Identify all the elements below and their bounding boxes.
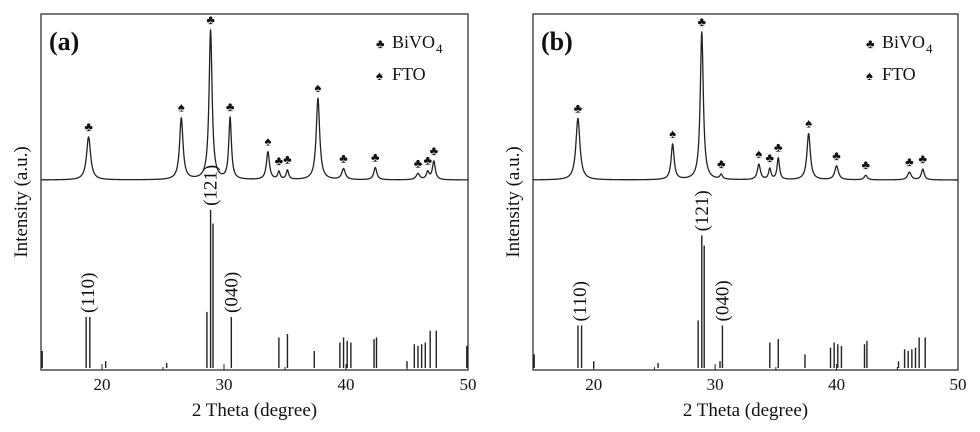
legend-label: BiVO (392, 32, 435, 52)
peak-marker: ♣ (766, 150, 775, 165)
peak-marker: ♣ (430, 143, 439, 158)
x-tick-label: 50 (460, 375, 477, 394)
peak-marker: ♣ (339, 151, 348, 166)
x-tick-label: 40 (828, 375, 845, 394)
peak-marker: ♠ (178, 100, 185, 115)
measured-trace (532, 31, 959, 181)
x-tick-label: 30 (707, 375, 724, 394)
x-axis-label: 2 Theta (degree) (192, 400, 317, 421)
peak-marker: ♣ (861, 157, 870, 172)
x-tick-label: 40 (338, 375, 355, 394)
hkl-label: (110) (78, 273, 99, 313)
hkl-label: (121) (692, 190, 713, 231)
peak-marker: ♣ (423, 153, 432, 168)
panel-b: 20 30 40 50 2 Theta (degree) Intensity (a.u.)… (503, 13, 967, 421)
measured-trace (40, 29, 469, 181)
peak-marker: ♣ (832, 148, 841, 163)
peak-marker: ♣ (717, 156, 726, 171)
peak-marker: ♠ (314, 80, 321, 95)
peak-marker: ♠ (755, 146, 762, 161)
peak-marker: ♣ (371, 149, 380, 164)
peak-marker: ♣ (84, 119, 93, 134)
legend-label: FTO (392, 64, 426, 84)
peak-marker: ♣ (905, 154, 914, 169)
legend-symbol: ♠ (866, 68, 873, 83)
x-tick-label: 20 (94, 375, 111, 394)
legend-symbol: ♠ (376, 68, 383, 83)
peak-marker: ♣ (226, 99, 235, 114)
peak-marker: ♣ (698, 14, 707, 29)
plot-frame (532, 13, 959, 371)
legend-symbol: ♣ (866, 36, 875, 51)
peak-marker: ♣ (275, 153, 284, 168)
legend-label: BiVO (882, 32, 925, 52)
legend-symbol: ♣ (376, 36, 385, 51)
x-tick-label: 50 (950, 375, 967, 394)
peak-marker: ♣ (774, 140, 783, 155)
x-tick-label: 20 (585, 375, 602, 394)
y-axis-label: Intensity (a.u.) (503, 146, 524, 257)
peak-marker: ♠ (264, 134, 271, 149)
panel-label: (b) (541, 27, 573, 56)
legend-label: FTO (882, 64, 916, 84)
legend-subscript: 4 (926, 41, 933, 56)
hkl-label: (110) (570, 281, 591, 321)
x-tick-label: 30 (216, 375, 233, 394)
peak-marker: ♣ (283, 152, 292, 167)
hkl-label: (040) (712, 280, 733, 321)
peak-marker: ♠ (669, 126, 676, 141)
panel-a: 20 30 40 50 2 Theta (degree) Intensity (a.u.)… (11, 12, 477, 421)
plot-frame (40, 13, 469, 371)
hkl-label: (040) (221, 272, 242, 313)
peak-marker: ♣ (206, 12, 215, 27)
peak-marker: ♣ (919, 151, 928, 166)
peak-marker: ♠ (805, 116, 812, 131)
panel-label: (a) (49, 27, 79, 56)
hkl-label: (121) (201, 165, 222, 206)
peak-marker: ♣ (414, 155, 423, 170)
peak-marker: ♣ (574, 100, 583, 115)
x-axis-label: 2 Theta (degree) (683, 400, 808, 421)
y-axis-label: Intensity (a.u.) (11, 146, 32, 257)
legend-subscript: 4 (436, 41, 443, 56)
